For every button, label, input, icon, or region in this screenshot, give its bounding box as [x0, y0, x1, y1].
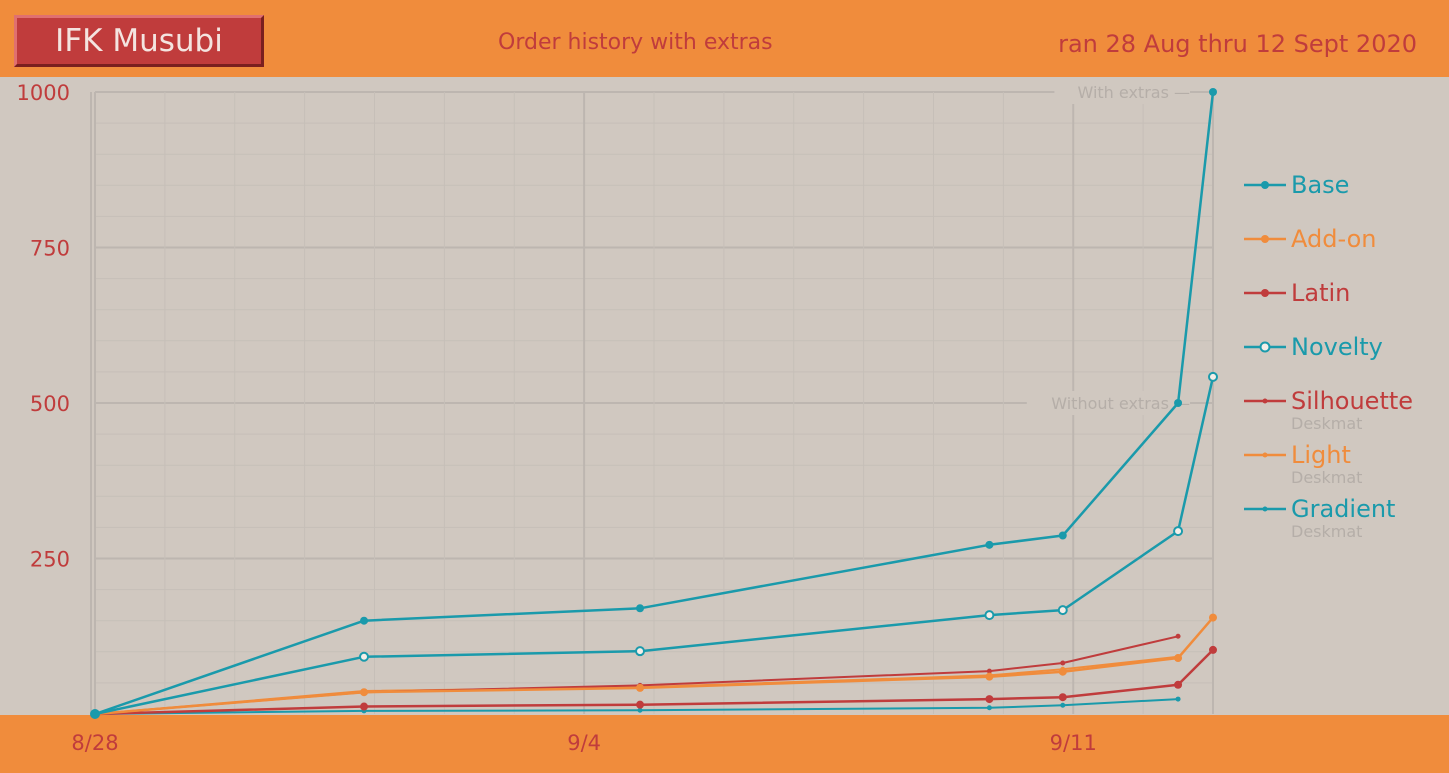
x-tick-label: 9/4 — [567, 731, 601, 755]
x-tick-label: 8/28 — [71, 731, 118, 755]
legend-marker — [1261, 289, 1269, 297]
data-point-base — [985, 540, 994, 549]
legend-label-gradient: Gradient — [1291, 495, 1395, 523]
data-point-novelty — [359, 651, 370, 662]
data-point-novelty — [1057, 605, 1068, 616]
legend-marker — [1262, 452, 1268, 458]
logo-text: IFK Musubi — [55, 23, 223, 59]
data-point-add-on — [360, 688, 369, 697]
data-point-base — [1174, 399, 1183, 407]
x-axis-bar — [0, 715, 1449, 773]
data-point-latin — [360, 702, 369, 711]
y-tick-label: 500 — [30, 392, 70, 416]
legend-marker — [1261, 181, 1269, 189]
data-point-base — [360, 616, 369, 625]
legend-label-base: Base — [1291, 171, 1349, 199]
legend-marker — [1262, 506, 1268, 512]
data-point-add-on — [1174, 654, 1183, 663]
data-point-novelty — [1173, 526, 1184, 537]
data-point-add-on — [985, 672, 994, 681]
data-point-gradient — [637, 707, 643, 713]
data-point-silhouette — [986, 668, 992, 674]
chart-subtitle: Order history with extras — [498, 30, 773, 55]
y-tick-label: 1000 — [17, 81, 70, 105]
y-tick-label: 250 — [30, 548, 70, 572]
date-range: ran 28 Aug thru 12 Sept 2020 — [1058, 30, 1417, 58]
data-point-base — [91, 710, 99, 718]
data-point-silhouette — [1060, 660, 1066, 666]
legend-label-novelty: Novelty — [1291, 333, 1383, 361]
data-point-latin — [1058, 693, 1067, 702]
y-tick-label: 750 — [30, 237, 70, 261]
logo: IFK Musubi — [14, 15, 264, 67]
data-point-add-on — [636, 683, 645, 692]
legend-sublabel: Deskmat — [1291, 468, 1362, 487]
series-line-gradient — [94, 698, 1179, 715]
annotation: Without extras — — [1051, 394, 1190, 413]
data-point-novelty — [984, 610, 995, 621]
legend-marker — [1262, 398, 1268, 404]
data-point-latin — [985, 695, 994, 704]
legend-label-silhouette: Silhouette — [1291, 387, 1413, 415]
annotation-bg — [1054, 80, 1190, 104]
legend-label-latin: Latin — [1291, 279, 1350, 307]
data-point-add-on — [1058, 667, 1067, 676]
data-point-silhouette — [1175, 633, 1181, 639]
data-point-gradient — [986, 705, 992, 711]
data-point-latin — [1209, 645, 1217, 654]
data-point-gradient — [1175, 696, 1181, 702]
legend-marker — [1261, 235, 1269, 243]
data-point-novelty — [1208, 371, 1218, 382]
data-point-novelty — [635, 646, 646, 657]
data-point-gradient — [1060, 702, 1066, 708]
legend-sublabel: Deskmat — [1291, 522, 1362, 541]
data-point-base — [1058, 531, 1067, 540]
x-tick-label: 9/11 — [1050, 731, 1097, 755]
legend-marker — [1259, 341, 1271, 353]
annotation-bg — [1026, 391, 1190, 415]
data-point-base — [636, 604, 645, 613]
data-point-base — [1209, 88, 1217, 96]
data-point-add-on — [1209, 613, 1217, 622]
legend-label-light: Light — [1291, 441, 1351, 469]
annotation: With extras — — [1077, 83, 1190, 102]
legend-sublabel: Deskmat — [1291, 414, 1362, 433]
data-point-latin — [1174, 680, 1183, 689]
data-point-latin — [636, 700, 645, 709]
legend-label-add-on: Add-on — [1291, 225, 1376, 253]
